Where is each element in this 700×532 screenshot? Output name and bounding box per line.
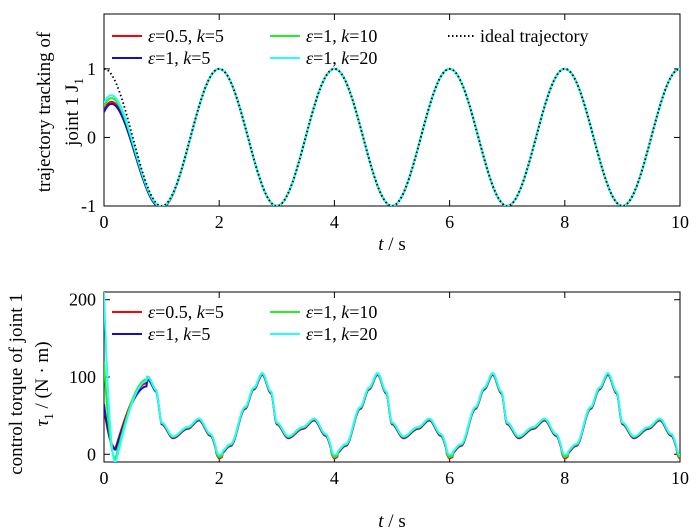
chart-top: 0 2 4 6 8 10-101 ε=0.5, k=5ε=1, k=5ε=1, k=10ε… bbox=[34, 13, 689, 255]
bottom-legend-label: ε=1, k=5 bbox=[148, 324, 210, 344]
bottom-x-tick-label: 10 bbox=[671, 468, 689, 488]
top-ylabel-main: joint 1 J bbox=[62, 85, 83, 147]
bottom-legend-label: ε=0.5, k=5 bbox=[148, 302, 224, 322]
bottom-legend-label: ε=1, k=10 bbox=[306, 302, 377, 322]
bottom-series-line bbox=[104, 373, 680, 460]
top-x-tick-label: 10 bbox=[671, 212, 689, 232]
bottom-series-line bbox=[104, 373, 680, 458]
bottom-x-tick-label: 8 bbox=[560, 468, 569, 488]
bottom-x-tick-label: 2 bbox=[215, 468, 224, 488]
bottom-ylabel-main: τ bbox=[32, 419, 53, 427]
top-x-axis-label: t / s bbox=[378, 234, 405, 255]
top-legend-label: ε=1, k=10 bbox=[306, 26, 377, 46]
top-y-axis-label-line2: joint 1 J1 bbox=[62, 78, 86, 147]
bottom-series-line bbox=[104, 361, 680, 461]
bottom-x-tick-label: 4 bbox=[330, 468, 339, 488]
top-x-tick-label: 8 bbox=[560, 212, 569, 232]
bottom-y-tick-label: 100 bbox=[69, 367, 96, 387]
top-x-tick-label: 2 bbox=[215, 212, 224, 232]
top-y-axis-label-line1: trajectory tracking of bbox=[34, 31, 55, 192]
bottom-x-tick-label: 0 bbox=[100, 468, 109, 488]
bottom-y-tick-label: 200 bbox=[69, 290, 96, 310]
top-series bbox=[104, 67, 680, 206]
top-x-tick-label: 4 bbox=[330, 212, 339, 232]
top-y-tick-label: -1 bbox=[81, 196, 96, 216]
bottom-x-tick-label: 6 bbox=[445, 468, 454, 488]
top-legend: ε=0.5, k=5ε=1, k=5 ε=1, k=10ε=1, k=20 idea… bbox=[112, 26, 588, 68]
top-y-tick-label: 1 bbox=[87, 59, 96, 79]
top-x-tick-label: 0 bbox=[100, 212, 109, 232]
top-y-tick-label: 0 bbox=[87, 127, 96, 147]
bottom-y-axis-label-line2: τ1 / (N · m) bbox=[32, 341, 56, 426]
bottom-series-line bbox=[104, 291, 680, 462]
top-legend-label: ε=0.5, k=5 bbox=[148, 26, 224, 46]
top-ideal-trajectory-line bbox=[104, 67, 680, 206]
bottom-legend: ε=0.5, k=5ε=1, k=5 ε=1, k=10ε=1, k=20 bbox=[112, 302, 377, 344]
top-legend-label: ε=1, k=20 bbox=[306, 48, 377, 68]
bottom-y-tick-label: 0 bbox=[87, 444, 96, 464]
bottom-y-axis-label-line1: control torque of joint 1 bbox=[6, 293, 27, 475]
top-ylabel-sub: 1 bbox=[71, 78, 86, 85]
bottom-ylabel-unit: / (N · m) bbox=[32, 341, 53, 413]
top-x-tick-label: 6 bbox=[445, 212, 454, 232]
bottom-legend-label: ε=1, k=20 bbox=[306, 324, 377, 344]
bottom-ylabel-sub: 1 bbox=[41, 413, 56, 420]
top-legend-label: ε=1, k=5 bbox=[148, 48, 210, 68]
bottom-x-axis-label: t / s bbox=[378, 511, 405, 532]
bottom-series bbox=[104, 291, 680, 462]
top-legend-ideal-label: ideal trajectory bbox=[480, 26, 588, 46]
